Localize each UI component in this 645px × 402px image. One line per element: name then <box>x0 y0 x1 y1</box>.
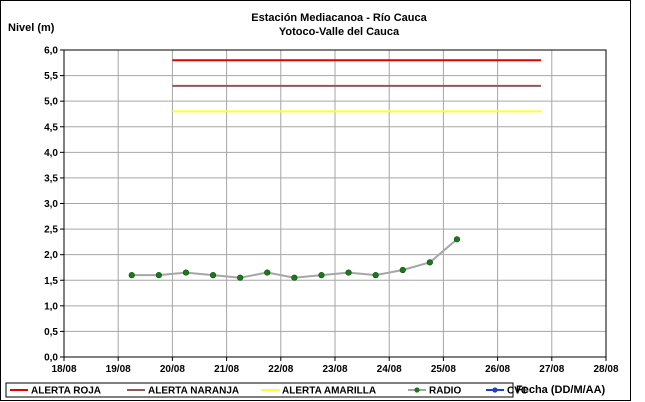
chart-subtitle: Yotoco-Valle del Cauca <box>279 26 400 38</box>
data-point <box>318 272 325 279</box>
x-tick-label: 25/08 <box>431 364 456 375</box>
data-point <box>345 269 352 276</box>
y-tick-label: 5,0 <box>44 97 58 108</box>
y-axis-title: Nivel (m) <box>8 22 55 34</box>
y-tick-label: 2,5 <box>44 225 58 236</box>
y-tick-label: 3,0 <box>44 199 58 210</box>
data-point <box>264 269 271 276</box>
y-tick-label: 1,0 <box>44 301 58 312</box>
x-tick-label: 20/08 <box>160 364 185 375</box>
data-point <box>291 274 298 281</box>
legend-label-0: ALERTA ROJA <box>31 386 101 397</box>
chart-title: Estación Mediacanoa - Río Cauca <box>251 12 427 24</box>
y-tick-label: 4,0 <box>44 148 58 159</box>
data-point <box>128 272 135 279</box>
y-tick-label: 0,0 <box>44 353 58 364</box>
legend: ALERTA ROJA ALERTA NARANJA ALERTA AMARILLA… <box>5 382 528 398</box>
data-point <box>426 259 433 266</box>
x-tick-label: 24/08 <box>377 364 402 375</box>
data-point <box>209 272 217 279</box>
y-tick-label: 6,0 <box>44 46 58 57</box>
legend-box <box>5 382 514 398</box>
x-tick-label: 18/08 <box>51 364 76 375</box>
data-point <box>372 272 379 279</box>
legend-marker-4 <box>492 387 498 393</box>
legend-label-2: ALERTA AMARILLA <box>282 386 376 397</box>
data-point <box>237 274 244 281</box>
y-tick-label: 5,5 <box>44 71 58 82</box>
legend-label-1: ALERTA NARANJA <box>148 386 239 397</box>
legend-marker-3 <box>414 387 420 393</box>
x-tick-label: 19/08 <box>106 364 131 375</box>
x-tick-label: 22/08 <box>268 364 293 375</box>
y-tick-label: 0,5 <box>44 327 58 338</box>
y-tick-label: 2,0 <box>44 250 58 261</box>
data-point <box>155 272 162 279</box>
x-axis-title: Fecha (DD/M/AA) <box>516 384 606 396</box>
y-tick-label: 3,5 <box>44 173 58 184</box>
legend-label-3: RADIO <box>429 386 461 397</box>
x-tick-label: 23/08 <box>322 364 347 375</box>
legend-label-4: CVC <box>507 386 528 397</box>
plot-area: 0,0 0,5 1,0 1,5 2,0 2,5 3,0 3,5 4,0 4,5 5,0 5,5 6,0 1… <box>44 46 619 376</box>
x-tick-label: 21/08 <box>214 364 239 375</box>
data-point <box>182 269 190 276</box>
x-tick-label: 26/08 <box>485 364 510 375</box>
plot-frame <box>63 49 607 358</box>
y-tick-label: 4,5 <box>44 122 58 133</box>
data-point <box>399 266 406 274</box>
data-point <box>453 236 461 243</box>
x-tick-label: 28/08 <box>593 364 618 375</box>
y-tick-label: 1,5 <box>44 276 58 287</box>
x-tick-label: 27/08 <box>539 364 564 375</box>
